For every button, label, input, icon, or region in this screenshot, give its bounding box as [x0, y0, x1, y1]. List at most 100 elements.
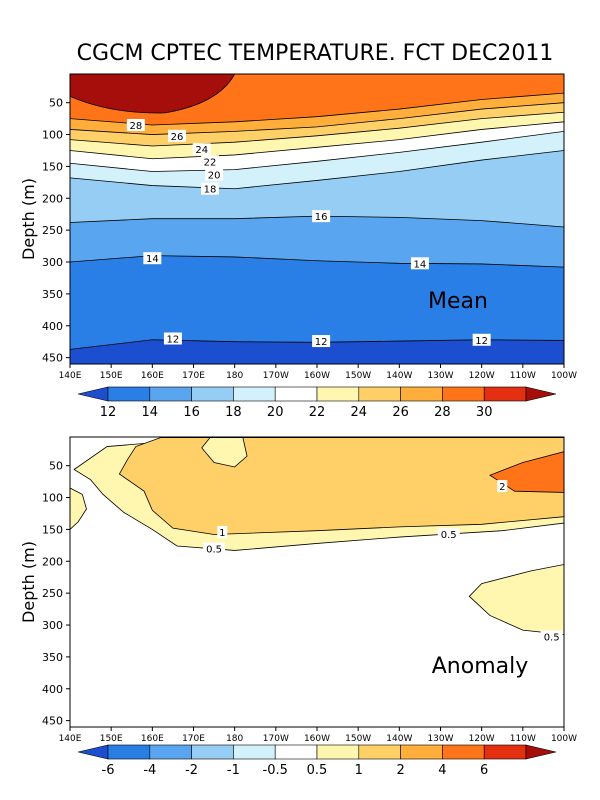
anomaly-x-tick-label: 140E	[59, 734, 82, 744]
mean-y-tick-label: 300	[42, 256, 63, 269]
mean-colorbar-swatch	[274, 386, 318, 402]
anomaly-y-tick-label: 150	[42, 523, 63, 536]
mean-contour-label: 18	[204, 185, 217, 196]
mean-contour-label-bg	[312, 210, 331, 223]
anomaly-region-0.5	[70, 487, 87, 530]
anomaly-y-tick-label: 50	[49, 460, 63, 473]
mean-colorbar-label: 20	[267, 405, 284, 420]
mean-y-tick-label: 400	[42, 320, 63, 333]
mean-contour-label: 24	[195, 145, 208, 156]
anomaly-x-tick-label: 170E	[182, 734, 205, 744]
anomaly-y-axis: 50 100 150 200 250 300 350 400 450	[42, 460, 70, 728]
mean-colorbar-swatch	[442, 386, 485, 402]
mean-x-tick-label: 130W	[427, 371, 453, 381]
mean-contour-label-bg	[163, 332, 182, 345]
anomaly-colorbar-label: 1	[355, 763, 363, 778]
anomaly-contour-label-bg	[437, 527, 460, 540]
anomaly-x-tick-label: 170W	[263, 734, 289, 744]
mean-contour-label: 12	[315, 337, 328, 348]
mean-contour-label-bg	[126, 118, 145, 131]
anomaly-colorbar-label: -1	[227, 763, 240, 778]
anomaly-colorbar-swatch	[483, 744, 527, 760]
mean-colorbar-label: 16	[183, 405, 200, 420]
anomaly-y-axis-label: Depth (m)	[19, 541, 38, 623]
anomaly-colorbar-label: -2	[185, 763, 198, 778]
mean-x-tick-label: 120W	[469, 371, 495, 381]
mean-colorbar-label: 30	[476, 405, 493, 420]
mean-colorbar-swatch	[107, 386, 151, 402]
anomaly-panel: 2 1 0.5 0.5 0.5 50 100 150 200 250 300 350 400 450 1…	[19, 436, 577, 744]
anomaly-contour-labels: 2 1 0.5 0.5 0.5	[203, 480, 563, 643]
anomaly-y-tick-label: 200	[42, 555, 63, 568]
anomaly-y-tick-label: 100	[42, 492, 63, 505]
mean-x-tick-label: 180	[226, 371, 243, 381]
mean-colorbar-label: 26	[392, 405, 409, 420]
mean-x-tick-label: 170W	[263, 371, 289, 381]
mean-colorbar-label: 18	[225, 405, 242, 420]
anomaly-contour-label-bg	[497, 480, 508, 493]
mean-colorbar-label: 28	[434, 405, 451, 420]
anomaly-colorbar-arrow-high	[525, 744, 557, 760]
mean-y-tick-label: 200	[42, 192, 63, 205]
mean-panel-label: Mean	[428, 289, 488, 314]
mean-y-tick-label: 450	[42, 352, 63, 365]
mean-colorbar-swatch	[191, 386, 234, 402]
mean-isotherm-20	[70, 130, 564, 172]
mean-contour-label-bg	[192, 143, 211, 156]
mean-y-tick-label: 100	[42, 129, 63, 142]
mean-contour-label-bg	[200, 182, 219, 195]
mean-colorbar-swatch	[483, 386, 527, 402]
anomaly-x-tick-label: 120W	[469, 734, 495, 744]
anomaly-colorbar-swatch	[442, 744, 485, 760]
mean-isotherm-22	[70, 121, 564, 160]
anomaly-x-tick-label: 100W	[551, 734, 577, 744]
anomaly-x-tick-label: 130W	[427, 734, 453, 744]
anomaly-contour-label: 1	[219, 528, 225, 539]
anomaly-colorbar-swatch	[400, 744, 443, 760]
anomaly-y-tick-label: 450	[42, 715, 63, 728]
mean-contour-label: 16	[315, 212, 328, 223]
anomaly-y-tick-label: 400	[42, 683, 63, 696]
anomaly-colorbar-label: -4	[143, 763, 156, 778]
anomaly-region-2	[489, 451, 564, 493]
anomaly-colorbar-label: 0.5	[307, 763, 328, 778]
mean-colorbar-swatch	[316, 386, 360, 402]
mean-contour-label: 22	[204, 157, 217, 168]
anomaly-colorbar-swatch	[149, 744, 192, 760]
anomaly-x-tick-label: 150W	[345, 734, 371, 744]
mean-x-tick-label: 110W	[510, 371, 536, 381]
anomaly-x-tick-label: 180	[226, 734, 243, 744]
anomaly-x-tick-label: 110W	[510, 734, 536, 744]
anomaly-filled-contours	[70, 437, 564, 727]
anomaly-colorbar-label: 4	[438, 763, 446, 778]
anomaly-y-tick-label: 250	[42, 587, 63, 600]
anomaly-contour-label-bg	[203, 542, 226, 555]
anomaly-contour-label: 0.5	[544, 632, 560, 643]
mean-x-tick-label: 160E	[141, 371, 164, 381]
mean-band-above-30	[70, 74, 235, 113]
mean-isotherm-18	[70, 150, 564, 190]
mean-isotherm-30	[70, 74, 236, 114]
mean-isotherm-28	[70, 92, 564, 126]
mean-colorbar-arrow-low	[77, 386, 109, 402]
anomaly-x-tick-label: 140W	[386, 734, 412, 744]
mean-x-tick-label: 150E	[100, 371, 123, 381]
mean-contour-label-bg	[410, 257, 429, 270]
mean-contour-label-bg	[143, 252, 162, 265]
mean-contour-label: 14	[414, 259, 427, 270]
mean-contour-label: 26	[171, 132, 184, 143]
anomaly-region-hole	[201, 437, 248, 468]
mean-contour-label-bg	[472, 333, 491, 346]
anomaly-colorbar-swatch	[233, 744, 276, 760]
mean-contour-label: 14	[146, 254, 159, 265]
mean-contour-label: 28	[129, 121, 142, 132]
mean-colorbar-swatch	[400, 386, 443, 402]
anomaly-y-tick-label: 300	[42, 619, 63, 632]
mean-colorbar-label: 24	[351, 405, 368, 420]
anomaly-y-tick-label: 350	[42, 651, 63, 664]
anomaly-region-0.5	[468, 564, 564, 635]
mean-contour-label-bg	[312, 335, 331, 348]
mean-y-tick-label: 250	[42, 224, 63, 237]
